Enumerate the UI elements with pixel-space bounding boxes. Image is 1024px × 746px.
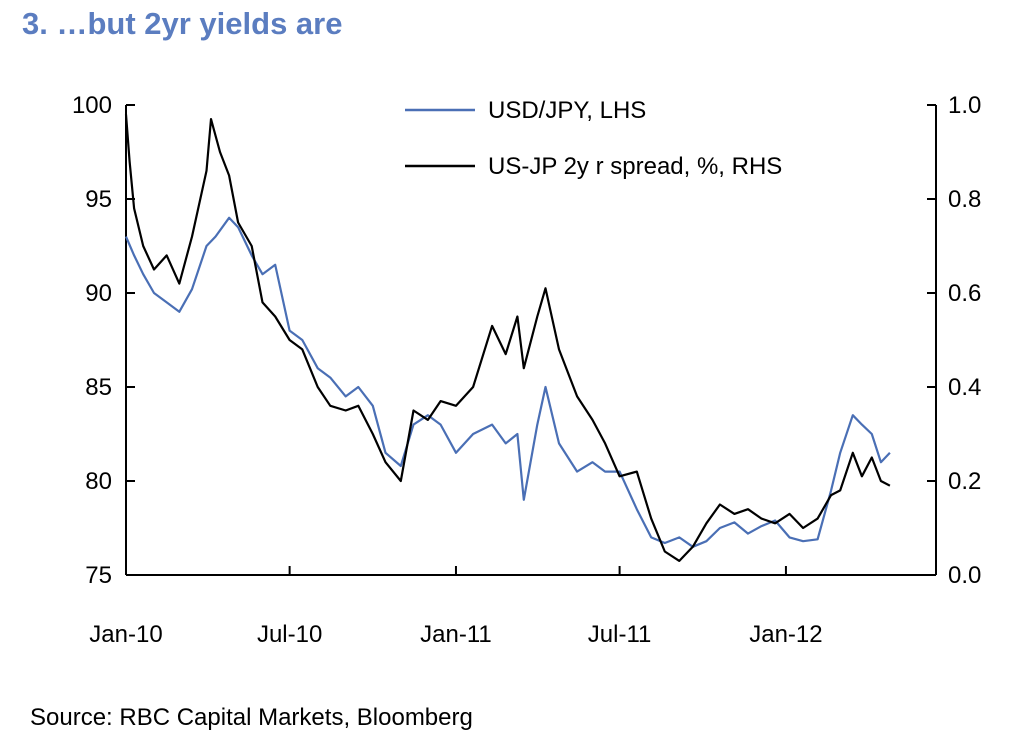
legend-label: US-JP 2y r spread, %, RHS [488,153,782,180]
x-tick-label: Jan-11 [420,621,492,648]
y-right-tick-label: 0.6 [948,280,981,307]
x-tick-label: Jan-10 [89,621,162,648]
y-left-tick-label: 90 [85,280,112,307]
legend-label: USD/JPY, LHS [488,97,646,124]
y-right-tick-label: 0.8 [948,186,981,213]
chart-title: 3. …but 2yr yields are [22,6,343,41]
y-right-tick-label: 1.0 [948,92,981,119]
y-right-tick-label: 0.0 [948,562,981,589]
usdjpy-line [124,216,891,548]
legend: USD/JPY, LHS US-JP 2y r spread, %, RHS [405,97,782,180]
x-tick-label: Jan-12 [749,621,822,648]
y-right-tick-label: 0.4 [948,374,981,401]
x-tick-label: Jul-10 [257,621,322,648]
series-lines [124,114,891,563]
y-left-tick-label: 95 [85,186,112,213]
y-left-tick-label: 100 [72,92,112,119]
y-left-tick-label: 75 [85,562,112,589]
y-left-tick-label: 85 [85,374,112,401]
x-tick-label: Jul-11 [588,621,652,648]
spread-line [124,114,891,563]
chart: 75 80 85 90 95 100 0.0 0.2 0.4 0.6 0.8 1.0 Jan-10 Jul… [72,92,981,648]
y-right-tick-label: 0.2 [948,468,981,495]
source-note: Source: RBC Capital Markets, Bloomberg [30,704,473,731]
y-left-tick-label: 80 [85,468,112,495]
